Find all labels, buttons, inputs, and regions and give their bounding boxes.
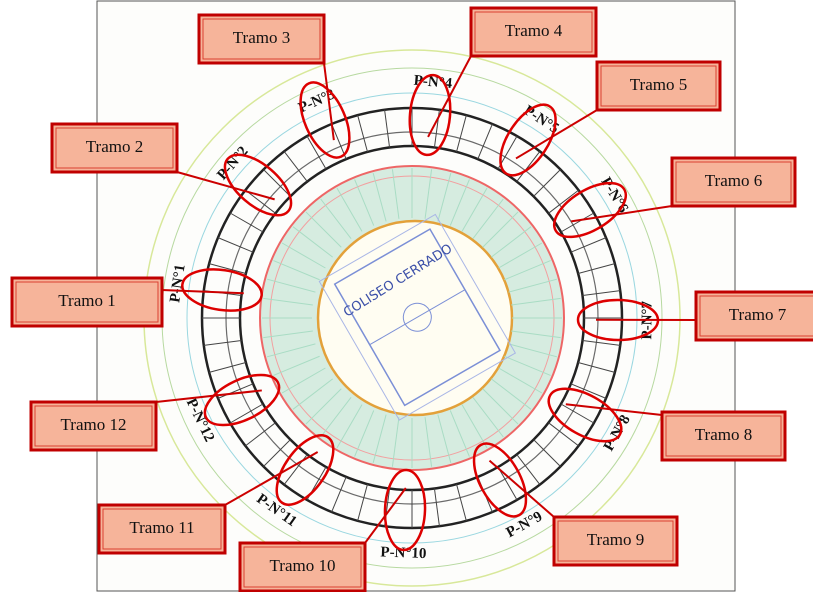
callout-label: Tramo 5 — [630, 75, 687, 94]
callout-label: Tramo 12 — [61, 415, 127, 434]
page: {"court_label": "COLISEO CERRADO", "call… — [0, 0, 813, 592]
callout-label: Tramo 9 — [587, 530, 644, 549]
callout-label: Tramo 2 — [86, 137, 143, 156]
pillar-tag: P-N°10 — [380, 544, 427, 562]
callout-label: Tramo 8 — [695, 425, 752, 444]
callout-label: Tramo 7 — [729, 305, 787, 324]
callout-label: Tramo 3 — [233, 28, 290, 47]
callout-label: Tramo 10 — [270, 556, 336, 575]
callout-label: Tramo 4 — [505, 21, 563, 40]
callout-label: Tramo 6 — [705, 171, 762, 190]
callout-label: Tramo 11 — [129, 518, 194, 537]
callout-label: Tramo 1 — [58, 291, 115, 310]
plan-diagram: COLISEO CERRADO P-N°1Tramo 1P-N°2Tramo 2… — [0, 0, 813, 592]
